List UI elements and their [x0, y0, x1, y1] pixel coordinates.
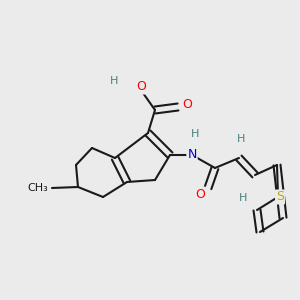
Text: H: H	[239, 193, 247, 203]
Text: O: O	[182, 98, 192, 112]
Text: H: H	[191, 129, 199, 139]
Text: O: O	[136, 80, 146, 94]
Text: CH₃: CH₃	[27, 183, 48, 193]
Text: N: N	[187, 148, 197, 161]
Text: O: O	[195, 188, 205, 200]
Text: S: S	[276, 190, 284, 203]
Text: H: H	[110, 76, 118, 86]
Text: H: H	[237, 134, 245, 144]
